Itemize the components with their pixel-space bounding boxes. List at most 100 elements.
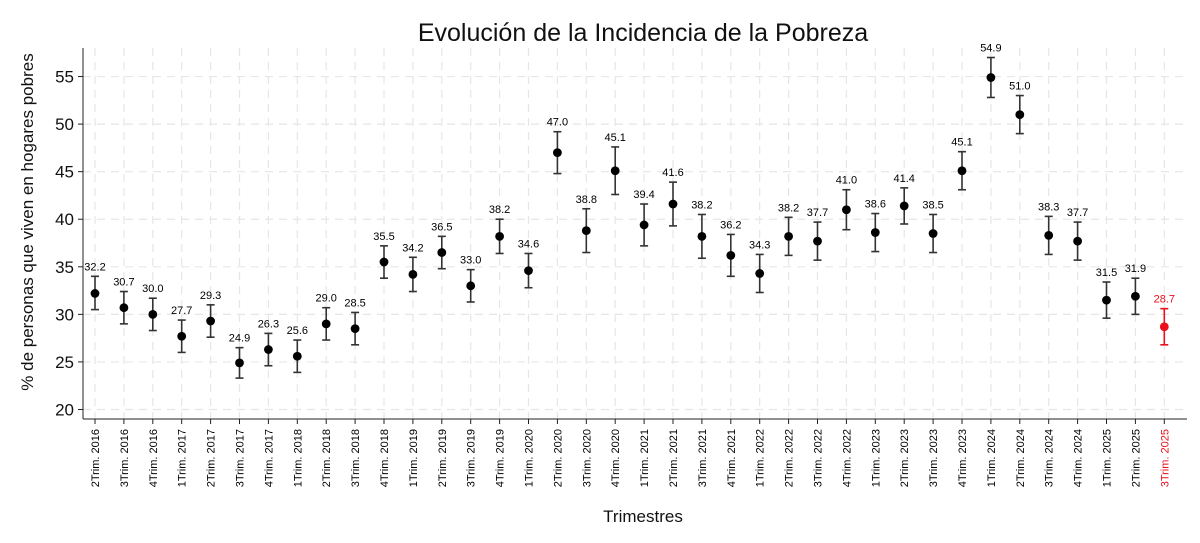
data-point xyxy=(119,303,129,313)
data-label: 47.0 xyxy=(547,117,568,129)
x-tick-label: 3Trim. 2023 xyxy=(928,429,940,487)
y-tick-label: 40 xyxy=(55,210,74,229)
data-label: 45.1 xyxy=(604,132,625,144)
data-point xyxy=(148,309,158,319)
y-tick-label: 55 xyxy=(55,68,74,87)
data-point xyxy=(899,201,909,211)
data-point xyxy=(813,236,822,246)
x-tick-label: 3Trim. 2020 xyxy=(581,429,593,487)
x-tick-label: 4Trim. 2023 xyxy=(957,429,969,487)
data-label: 32.2 xyxy=(84,261,105,273)
data-label: 41.4 xyxy=(893,173,914,185)
data-point xyxy=(870,228,880,237)
x-tick-label: 2Trim. 2025 xyxy=(1130,429,1142,487)
data-points xyxy=(90,73,1169,368)
data-label: 38.3 xyxy=(1038,201,1059,213)
x-tick-label: 2Trim. 2019 xyxy=(437,429,449,487)
x-axis-label: Trimestres xyxy=(603,507,683,526)
data-label: 37.7 xyxy=(1067,207,1088,219)
x-tick-labels: 2Trim. 2016 3Trim. 2016 4Trim. 2016 1Trim. … xyxy=(90,429,1171,487)
data-point xyxy=(292,351,302,361)
x-tick-label: 4Trim. 2017 xyxy=(263,429,275,487)
x-tick-label: 2Trim. 2018 xyxy=(321,429,333,487)
y-tick-label: 35 xyxy=(55,258,74,277)
data-label: 45.1 xyxy=(951,137,972,149)
x-tick-label: 4Trim. 2019 xyxy=(495,429,507,487)
data-label: 54.9 xyxy=(980,43,1001,55)
x-tick-label: 4Trim. 2021 xyxy=(726,429,738,487)
x-tick-label: 2Trim. 2022 xyxy=(784,429,796,487)
grid-layer xyxy=(83,48,1187,419)
x-tick-label: 1Trim. 2021 xyxy=(639,429,651,487)
data-label: 37.7 xyxy=(807,207,828,219)
x-tick-label: 2Trim. 2021 xyxy=(668,429,680,487)
data-point xyxy=(408,270,418,279)
chart-title: Evolución de la Incidencia de la Pobreza xyxy=(418,19,868,47)
data-point xyxy=(553,148,562,158)
y-tick-label: 25 xyxy=(55,353,74,372)
data-point xyxy=(235,358,244,368)
x-tick-label: 2Trim. 2023 xyxy=(899,429,911,487)
error-bars xyxy=(91,56,1169,379)
data-point xyxy=(206,316,216,326)
x-tick-label: 3Trim. 2017 xyxy=(235,429,247,487)
x-tick-label: 3Trim. 2022 xyxy=(813,429,825,487)
x-tick-label: 2Trim. 2020 xyxy=(552,429,564,487)
x-tick-label: 2Trim. 2016 xyxy=(90,429,102,487)
x-tick-label: 3Trim. 2021 xyxy=(697,429,709,487)
data-point xyxy=(726,250,736,260)
data-point xyxy=(1073,236,1082,246)
x-tick-label: 1Trim. 2022 xyxy=(755,429,767,487)
x-tick-label: 3Trim. 2025 xyxy=(1159,429,1171,487)
data-label: 36.5 xyxy=(431,221,452,233)
x-tick-label: 4Trim. 2016 xyxy=(148,429,160,487)
data-label: 31.5 xyxy=(1096,267,1117,279)
data-label: 38.2 xyxy=(778,202,799,214)
axis-layer: 20 25 30 35 40 45 50 55 xyxy=(55,48,1187,424)
x-tick-label: 4Trim. 2022 xyxy=(841,429,853,487)
data-label: 34.2 xyxy=(402,242,423,254)
data-point xyxy=(90,289,100,298)
data-label: 29.0 xyxy=(315,293,336,305)
data-label: 51.0 xyxy=(1009,81,1030,93)
x-tick-label: 1Trim. 2025 xyxy=(1102,429,1114,487)
x-tick-label: 3Trim. 2019 xyxy=(466,429,478,487)
data-point xyxy=(321,319,331,329)
x-tick-label: 1Trim. 2017 xyxy=(177,429,189,487)
data-point xyxy=(1131,291,1140,301)
data-point xyxy=(639,220,649,230)
data-point xyxy=(668,199,678,209)
data-label: 33.0 xyxy=(460,255,481,267)
y-tick-label: 30 xyxy=(55,305,74,324)
data-point xyxy=(379,257,389,267)
data-point xyxy=(581,226,591,236)
data-point xyxy=(928,229,938,238)
data-point xyxy=(1102,295,1111,305)
x-tick-label: 4Trim. 2024 xyxy=(1073,429,1085,487)
data-label: 28.5 xyxy=(344,297,365,309)
x-tick-label: 3Trim. 2018 xyxy=(350,429,362,487)
data-label: 38.8 xyxy=(576,194,597,206)
data-point xyxy=(437,248,447,257)
data-label: 41.6 xyxy=(662,167,683,179)
data-point xyxy=(784,231,793,241)
data-point xyxy=(350,324,360,334)
data-point xyxy=(1015,110,1025,119)
data-point xyxy=(957,166,967,176)
data-point xyxy=(986,73,996,82)
x-tick-label: 1Trim. 2024 xyxy=(986,429,998,487)
data-point xyxy=(697,231,707,241)
data-point xyxy=(495,231,504,241)
data-label: 31.9 xyxy=(1125,263,1146,275)
y-tick-label: 50 xyxy=(55,115,74,134)
data-point xyxy=(524,266,533,275)
data-point xyxy=(1044,231,1054,240)
x-tick-label: 4Trim. 2020 xyxy=(610,429,622,487)
data-label: 38.6 xyxy=(865,199,886,211)
data-point xyxy=(466,281,476,291)
x-tick-label: 2Trim. 2024 xyxy=(1015,429,1027,487)
data-label: 27.7 xyxy=(171,305,192,317)
y-tick-label: 20 xyxy=(55,400,74,419)
